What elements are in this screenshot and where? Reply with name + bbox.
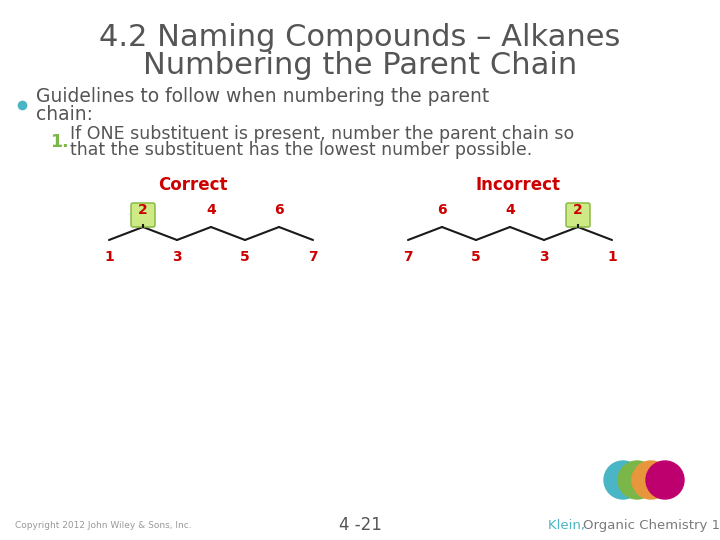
Text: 6: 6	[274, 203, 284, 217]
Text: Klein,: Klein,	[548, 518, 589, 531]
Text: Numbering the Parent Chain: Numbering the Parent Chain	[143, 51, 577, 80]
Text: Incorrect: Incorrect	[475, 176, 560, 194]
Text: 2: 2	[573, 203, 583, 217]
Text: 1.: 1.	[50, 133, 68, 151]
Text: 4: 4	[505, 203, 515, 217]
Text: 4: 4	[206, 203, 216, 217]
FancyBboxPatch shape	[131, 203, 155, 227]
Text: Copyright 2012 John Wiley & Sons, Inc.: Copyright 2012 John Wiley & Sons, Inc.	[15, 521, 192, 530]
Circle shape	[618, 461, 656, 499]
Text: 4 -21: 4 -21	[338, 516, 382, 534]
Circle shape	[632, 461, 670, 499]
Text: Correct: Correct	[158, 176, 228, 194]
Text: 5: 5	[471, 250, 481, 264]
Text: that the substituent has the lowest number possible.: that the substituent has the lowest numb…	[70, 141, 532, 159]
Circle shape	[604, 461, 642, 499]
Text: 4.2 Naming Compounds – Alkanes: 4.2 Naming Compounds – Alkanes	[99, 24, 621, 52]
Text: 2: 2	[138, 203, 148, 217]
Text: If ONE substituent is present, number the parent chain so: If ONE substituent is present, number th…	[70, 125, 575, 143]
Text: 7: 7	[403, 250, 413, 264]
Text: 3: 3	[539, 250, 549, 264]
Text: Organic Chemistry 1e: Organic Chemistry 1e	[583, 518, 720, 531]
Text: 5: 5	[240, 250, 250, 264]
Text: 6: 6	[437, 203, 447, 217]
Text: chain:: chain:	[36, 105, 93, 124]
Text: 1: 1	[607, 250, 617, 264]
FancyBboxPatch shape	[566, 203, 590, 227]
Text: 7: 7	[308, 250, 318, 264]
Text: 1: 1	[104, 250, 114, 264]
Circle shape	[646, 461, 684, 499]
Text: 3: 3	[172, 250, 182, 264]
Text: Guidelines to follow when numbering the parent: Guidelines to follow when numbering the …	[36, 87, 490, 106]
